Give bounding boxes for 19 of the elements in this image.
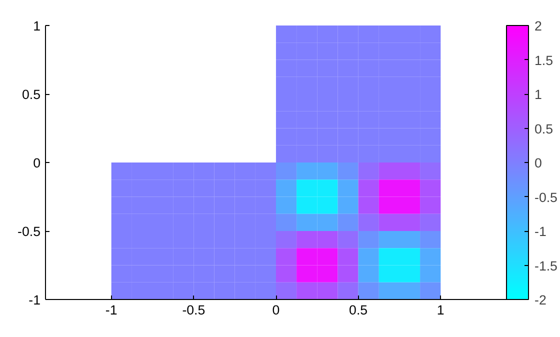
color-bar-label: -0.5	[534, 190, 558, 205]
x-tick-label: 0.5	[349, 302, 368, 318]
color-bar-label: 1	[534, 87, 542, 102]
color-bar-label: -1	[534, 224, 546, 239]
color-bar-label: 0.5	[534, 121, 554, 136]
color-bar-label: -1.5	[534, 258, 558, 274]
x-tick-label: -1	[105, 302, 118, 318]
color-bar-label: 0	[534, 156, 542, 170]
y-tick-label: 0.5	[22, 87, 41, 102]
x-tick-label: 1	[436, 302, 444, 318]
color-bar-label: 2	[534, 18, 542, 34]
y-tick-label: 1	[33, 18, 41, 34]
x-tick-label: 0	[272, 302, 280, 318]
x-tick-label: -0.5	[182, 302, 206, 318]
y-tick-label: -0.5	[18, 224, 40, 239]
y-tick-label: 0	[33, 156, 41, 170]
color-bar-label: 1.5	[534, 52, 554, 68]
y-tick-label: -1	[28, 292, 41, 308]
color-bar-label: -2	[534, 292, 546, 308]
